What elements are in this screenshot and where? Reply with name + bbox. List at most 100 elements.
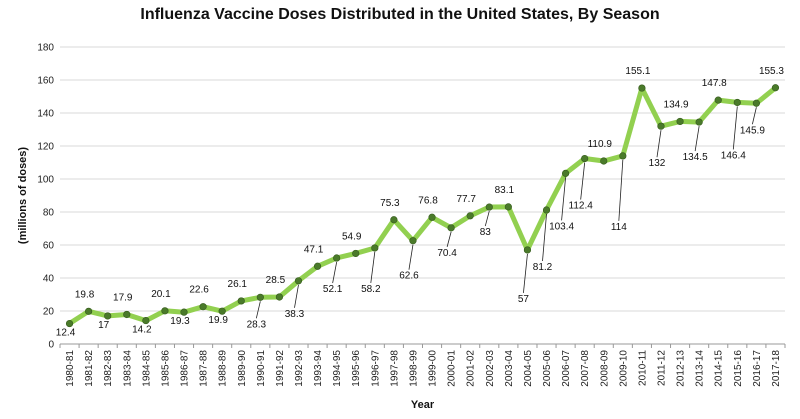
y-tick-label: 0 bbox=[48, 340, 54, 351]
data-point bbox=[371, 244, 379, 252]
x-tick-label: 2015-16 bbox=[733, 350, 744, 387]
data-label: 28.5 bbox=[266, 275, 286, 286]
x-tick-label: 2011-12 bbox=[656, 350, 667, 386]
x-tick-label: 2006-07 bbox=[561, 350, 572, 387]
data-label: 19.8 bbox=[75, 289, 95, 300]
data-label: 83.1 bbox=[495, 185, 515, 196]
x-tick-label: 2005-06 bbox=[542, 350, 553, 387]
data-label: 17 bbox=[98, 320, 110, 331]
x-tick-label: 2001-02 bbox=[466, 350, 477, 387]
data-point bbox=[275, 293, 284, 301]
data-label: 12.4 bbox=[56, 328, 76, 339]
data-point bbox=[333, 254, 341, 262]
x-tick-label: 2003-04 bbox=[504, 350, 515, 387]
data-point bbox=[733, 98, 741, 107]
x-tick-label: 2017-18 bbox=[771, 350, 782, 387]
leader-line bbox=[255, 301, 261, 319]
data-label: 22.6 bbox=[189, 285, 209, 296]
data-label: 134.5 bbox=[683, 152, 708, 163]
x-tick-label: 1982-83 bbox=[103, 350, 114, 387]
leader-line bbox=[618, 159, 624, 221]
y-tick-label: 180 bbox=[37, 43, 54, 54]
x-tick-label: 1991-92 bbox=[275, 350, 286, 387]
data-label: 134.9 bbox=[664, 99, 689, 110]
leader-line bbox=[751, 107, 757, 125]
data-point bbox=[123, 310, 131, 319]
x-tick-label: 2016-17 bbox=[752, 350, 763, 387]
data-point bbox=[218, 307, 226, 315]
data-point bbox=[237, 297, 245, 305]
x-tick-label: 1997-98 bbox=[389, 350, 400, 387]
leader-line bbox=[732, 106, 738, 150]
data-label: 112.4 bbox=[569, 201, 594, 212]
data-label: 19.9 bbox=[208, 315, 228, 326]
data-label: 26.1 bbox=[228, 279, 248, 290]
x-tick-label: 1981-82 bbox=[84, 350, 95, 387]
y-tick-label: 20 bbox=[43, 307, 55, 318]
data-point bbox=[600, 157, 608, 165]
data-point bbox=[199, 303, 207, 311]
data-point bbox=[142, 316, 150, 325]
leader-line bbox=[542, 213, 547, 262]
data-label: 146.4 bbox=[721, 150, 746, 161]
data-label: 52.1 bbox=[323, 284, 343, 295]
data-label: 155.1 bbox=[625, 66, 650, 77]
leader-line bbox=[523, 253, 528, 293]
x-tick-label: 1990-91 bbox=[256, 350, 267, 387]
leader-line bbox=[484, 210, 490, 227]
leader-line bbox=[294, 284, 299, 308]
data-label: 54.9 bbox=[342, 231, 362, 242]
y-tick-label: 160 bbox=[37, 76, 54, 87]
x-axis-title: Year bbox=[411, 399, 435, 411]
data-label: 14.2 bbox=[132, 325, 152, 336]
data-label: 57 bbox=[518, 294, 530, 305]
data-point bbox=[409, 237, 417, 245]
data-label: 70.4 bbox=[437, 248, 457, 259]
x-tick-label: 2012-13 bbox=[676, 350, 687, 387]
chart-title: Influenza Vaccine Doses Distributed in t… bbox=[140, 6, 660, 23]
y-tick-label: 100 bbox=[37, 175, 54, 186]
leader-line bbox=[408, 244, 414, 270]
x-tick-label: 1985-86 bbox=[160, 350, 171, 387]
x-tick-label: 2007-08 bbox=[580, 350, 591, 387]
data-label: 76.8 bbox=[418, 195, 438, 206]
y-tick-label: 80 bbox=[43, 208, 55, 219]
data-point bbox=[294, 277, 303, 285]
leader-line bbox=[370, 251, 376, 284]
data-point bbox=[256, 293, 264, 301]
data-point bbox=[447, 224, 455, 232]
leader-line bbox=[694, 126, 700, 152]
data-label: 147.8 bbox=[702, 78, 727, 89]
data-point bbox=[771, 84, 780, 92]
data-point bbox=[504, 203, 512, 211]
data-label: 77.7 bbox=[456, 194, 476, 205]
leader-line bbox=[332, 261, 338, 284]
x-tick-label: 1989-90 bbox=[237, 350, 248, 387]
data-label: 110.9 bbox=[588, 139, 613, 150]
x-tick-label: 1996-97 bbox=[370, 350, 381, 387]
x-tick-label: 1983-84 bbox=[122, 350, 133, 387]
data-point bbox=[161, 307, 169, 315]
data-point bbox=[485, 203, 493, 211]
x-tick-label: 2004-05 bbox=[523, 350, 534, 387]
y-tick-label: 120 bbox=[37, 142, 54, 153]
data-label: 103.4 bbox=[549, 221, 574, 232]
x-tick-label: 1992-93 bbox=[294, 350, 305, 387]
data-label: 19.3 bbox=[170, 316, 190, 327]
y-tick-label: 60 bbox=[43, 241, 55, 252]
leader-line bbox=[580, 162, 586, 200]
x-tick-label: 2013-14 bbox=[695, 350, 706, 387]
x-tick-label: 1995-96 bbox=[351, 350, 362, 387]
data-point bbox=[65, 319, 74, 328]
x-tick-label: 1987-88 bbox=[199, 350, 210, 387]
x-tick-label: 1980-81 bbox=[65, 350, 76, 387]
data-label: 38.3 bbox=[285, 309, 305, 320]
leader-line bbox=[561, 177, 566, 221]
data-label: 114 bbox=[611, 222, 627, 233]
x-tick-label: 2002-03 bbox=[485, 350, 496, 387]
data-point bbox=[752, 99, 760, 107]
data-point bbox=[390, 216, 398, 224]
data-point bbox=[313, 262, 322, 270]
